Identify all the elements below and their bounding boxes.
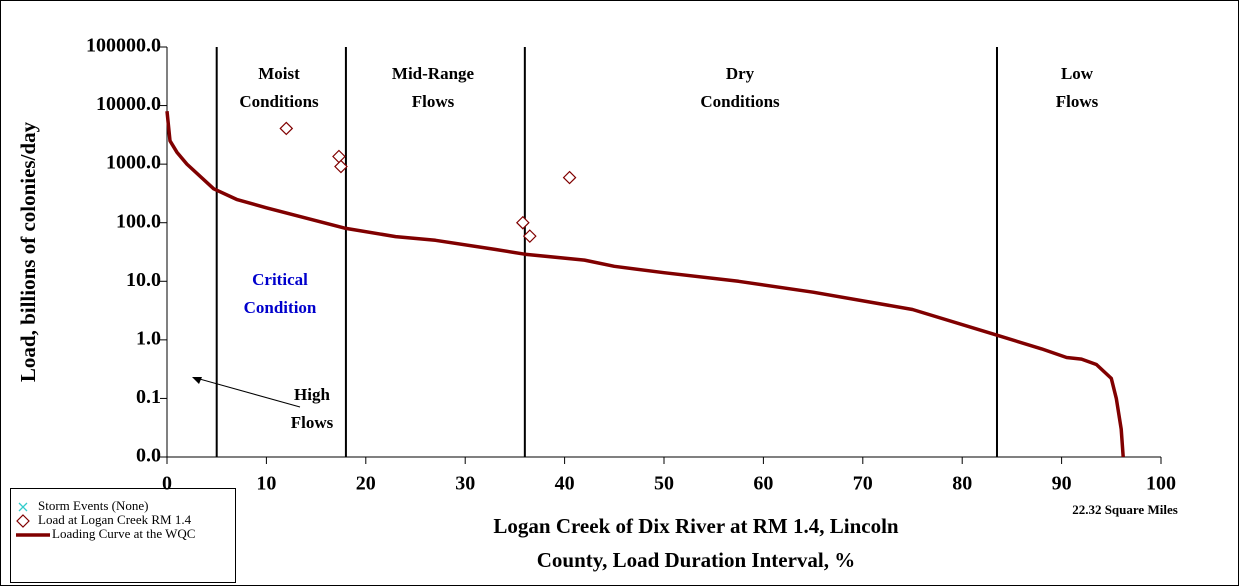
x-tick-label: 40 [555, 473, 575, 495]
y-tick-label: 10.0 [126, 269, 161, 291]
point [516, 215, 530, 230]
annotation: Mid-Range [392, 64, 475, 83]
legend-label: Load at Logan Creek RM 1.4 [38, 512, 192, 527]
point [562, 170, 577, 185]
annotation: Moist [258, 64, 300, 83]
y-tick-label: 100000.0 [86, 35, 161, 57]
x-tick-label: 60 [753, 473, 773, 495]
annotation: High [294, 385, 330, 404]
annotation: Conditions [700, 92, 780, 111]
arrow-head [192, 377, 202, 384]
x-tick-label: 20 [356, 473, 376, 495]
y-tick-label: 0.1 [136, 386, 161, 408]
x-tick-label: 100 [1146, 473, 1176, 495]
y-tick-label: 10000.0 [96, 93, 161, 115]
note: 22.32 Square Miles [1072, 502, 1178, 517]
x-tick-label: 30 [455, 473, 475, 495]
annotation-arrow [195, 377, 301, 408]
annotation: Condition [244, 298, 317, 317]
x-axis-title: Logan Creek of Dix River at RM 1.4, Linc… [493, 514, 899, 538]
y-tick-label: 1000.0 [106, 152, 161, 174]
point [279, 121, 294, 136]
x-tick-label: 90 [1052, 473, 1072, 495]
point [16, 514, 30, 528]
y-axis-title: Load, billions of colonies/day [16, 121, 40, 382]
point [18, 502, 28, 512]
x-axis-title: County, Load Duration Interval, % [537, 548, 856, 572]
x-tick-label: 0 [162, 473, 172, 495]
x-tick-label: 70 [853, 473, 873, 495]
annotation: Flows [291, 413, 334, 432]
x-tick-label: 80 [952, 473, 972, 495]
y-tick-label: 1.0 [136, 327, 161, 349]
annotation: Dry [726, 64, 755, 83]
y-tick-label: 100.0 [116, 210, 161, 232]
loading-curve [165, 111, 1125, 458]
annotation: Critical [252, 270, 308, 289]
point [334, 159, 348, 174]
y-tick-label: 0.0 [136, 445, 161, 467]
annotation: Conditions [239, 92, 319, 111]
point [522, 229, 537, 243]
annotation: Low [1061, 64, 1094, 83]
x-tick-label: 10 [256, 473, 276, 495]
x-tick-label: 50 [654, 473, 674, 495]
legend-label: Loading Curve at the WQC [52, 526, 195, 541]
legend-label: Storm Events (None) [38, 498, 148, 513]
annotation: Flows [412, 92, 455, 111]
annotation: Flows [1056, 92, 1099, 111]
